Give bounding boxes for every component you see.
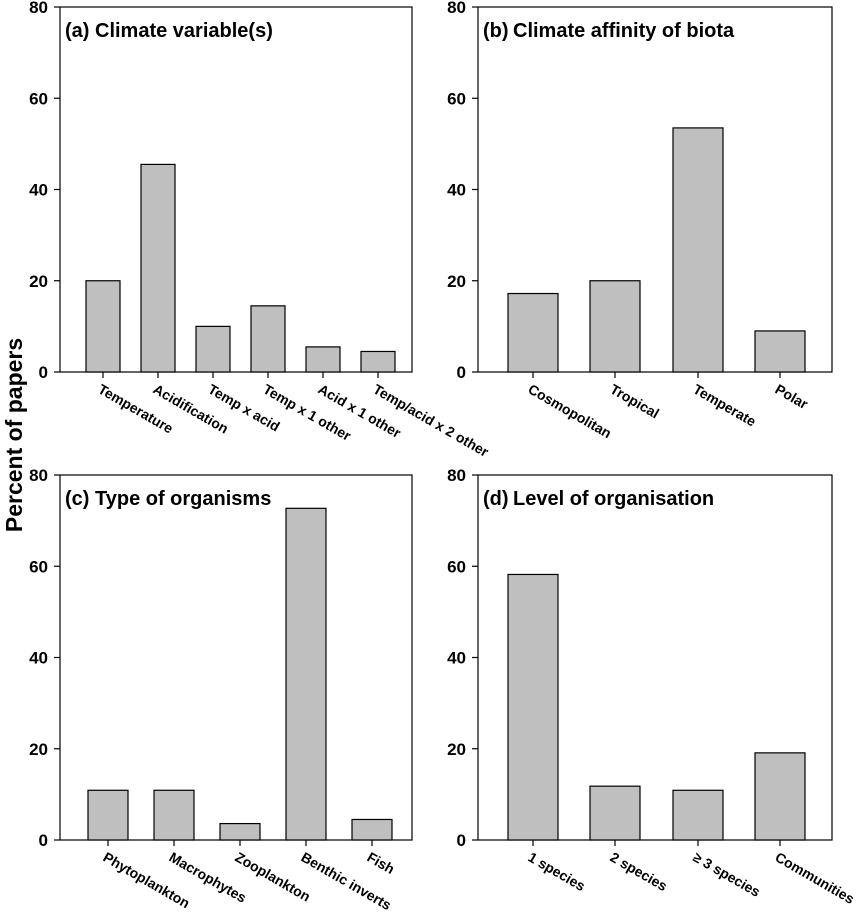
x-tick-label: Temperate: [691, 381, 760, 430]
bar: [87, 789, 129, 841]
panel-title: Level of organisation: [513, 488, 714, 510]
x-tick-label: 1 species: [526, 849, 589, 894]
y-tick-label: 20: [29, 740, 48, 759]
bar: [754, 752, 806, 841]
x-tick-label: Cosmopolitan: [526, 381, 615, 442]
y-tick-label: 80: [29, 0, 48, 17]
x-tick-label: Communities: [773, 849, 858, 907]
bar: [754, 330, 806, 373]
panel-title: Climate variable(s): [95, 20, 273, 42]
y-axis-label: Percent of papers: [1, 338, 27, 532]
y-tick-label: 20: [447, 740, 466, 759]
y-tick-label: 40: [447, 181, 466, 200]
bar: [140, 163, 176, 373]
panel-letter: (a): [65, 20, 89, 42]
bar: [195, 325, 231, 373]
bar: [507, 573, 559, 841]
y-tick-label: 20: [29, 272, 48, 291]
panel-letter: (b): [483, 20, 509, 42]
y-tick-label: 0: [39, 363, 48, 382]
bar: [672, 789, 724, 841]
y-tick-label: 80: [29, 466, 48, 485]
bar: [351, 818, 393, 841]
y-tick-label: 40: [447, 649, 466, 668]
panel-letter: (d): [483, 488, 509, 510]
panel-letter: (c): [65, 488, 89, 510]
bar: [507, 292, 559, 373]
x-tick-label: ≥ 3 species: [691, 849, 764, 900]
y-tick-label: 60: [447, 89, 466, 108]
bar: [85, 280, 121, 373]
chart-panel-4: 0 20 40 60 80 1 species 2 species ≥ 3 species Co…: [447, 466, 857, 907]
panel-title: Type of organisms: [95, 488, 271, 510]
y-tick-label: 20: [447, 272, 466, 291]
bar: [305, 346, 341, 373]
bar: [285, 507, 327, 841]
x-tick-label: Fish: [365, 849, 398, 877]
bar: [153, 789, 195, 841]
bar: [589, 280, 641, 373]
panel-title: Climate affinity of biota: [513, 20, 735, 42]
bar: [672, 127, 724, 373]
y-tick-label: 60: [447, 557, 466, 576]
bar: [250, 305, 286, 373]
y-tick-label: 40: [29, 181, 48, 200]
y-tick-label: 60: [29, 557, 48, 576]
y-tick-label: 0: [39, 831, 48, 850]
y-tick-label: 40: [29, 649, 48, 668]
y-tick-label: 80: [447, 466, 466, 485]
bar: [589, 785, 641, 841]
plot-frame: [59, 474, 413, 841]
bar: [219, 822, 261, 841]
x-tick-label: Tropical: [608, 381, 662, 422]
x-tick-label: Polar: [773, 381, 812, 413]
y-tick-label: 0: [457, 363, 466, 382]
y-tick-label: 0: [457, 831, 466, 850]
x-tick-label: 2 species: [608, 849, 671, 894]
bar: [360, 350, 396, 373]
y-tick-label: 80: [447, 0, 466, 17]
chart-panel-3: 020406080PhytoplanktonMacrophytesZooplan…: [29, 466, 413, 913]
y-tick-label: 60: [29, 89, 48, 108]
